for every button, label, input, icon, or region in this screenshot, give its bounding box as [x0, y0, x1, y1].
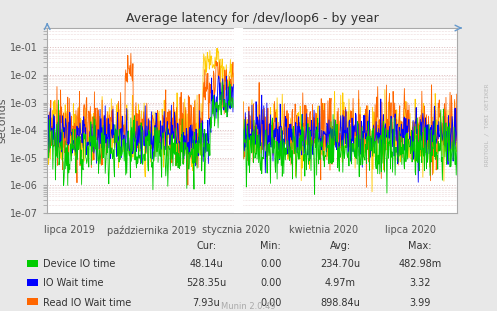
Text: 0.00: 0.00 [260, 298, 282, 308]
Text: Min:: Min: [260, 241, 281, 251]
Text: 3.99: 3.99 [409, 298, 431, 308]
Title: Average latency for /dev/loop6 - by year: Average latency for /dev/loop6 - by year [126, 12, 379, 26]
Text: 3.32: 3.32 [409, 278, 431, 288]
Text: Max:: Max: [408, 241, 432, 251]
Text: 234.70u: 234.70u [321, 259, 360, 269]
Text: RRDTOOL / TOBI OETIKER: RRDTOOL / TOBI OETIKER [485, 83, 490, 166]
Text: Cur:: Cur: [196, 241, 216, 251]
Text: lipca 2019: lipca 2019 [44, 225, 95, 235]
Text: października 2019: października 2019 [107, 225, 196, 236]
Text: 528.35u: 528.35u [186, 278, 226, 288]
Bar [234, 28, 242, 213]
Text: 0.00: 0.00 [260, 259, 282, 269]
Text: 4.97m: 4.97m [325, 278, 356, 288]
Text: lipca 2020: lipca 2020 [385, 225, 435, 235]
Text: Munin 2.0.49: Munin 2.0.49 [221, 301, 276, 310]
Y-axis label: seconds: seconds [0, 98, 7, 143]
Text: IO Wait time: IO Wait time [43, 278, 104, 288]
Text: 0.00: 0.00 [260, 278, 282, 288]
Text: kwietnia 2020: kwietnia 2020 [289, 225, 358, 235]
Text: stycznia 2020: stycznia 2020 [202, 225, 270, 235]
Text: 7.93u: 7.93u [192, 298, 220, 308]
Text: Device IO time: Device IO time [43, 259, 116, 269]
Text: Read IO Wait time: Read IO Wait time [43, 298, 132, 308]
Text: 482.98m: 482.98m [398, 259, 442, 269]
Text: 898.84u: 898.84u [321, 298, 360, 308]
Text: 48.14u: 48.14u [189, 259, 223, 269]
Text: Avg:: Avg: [330, 241, 351, 251]
